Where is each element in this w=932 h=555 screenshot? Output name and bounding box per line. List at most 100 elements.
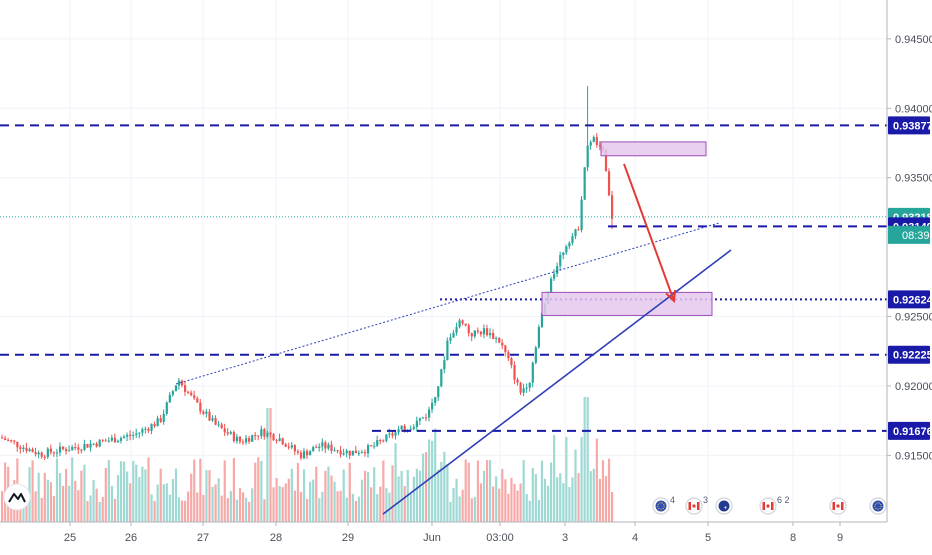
volume-bar: [415, 468, 418, 522]
candle-body: [534, 347, 537, 363]
volume-bar: [241, 492, 245, 522]
price-label-box: [888, 116, 930, 135]
volume-bar: [333, 481, 336, 522]
candle-body: [248, 438, 251, 442]
candle-body: [281, 438, 284, 445]
candle-body: [260, 429, 263, 437]
volume-bar: [452, 488, 455, 522]
volume-bar: [507, 493, 510, 522]
tradingview-logo[interactable]: [3, 483, 31, 511]
volume-bar: [223, 460, 226, 522]
countdown-label: 08:39: [902, 230, 930, 242]
volume-bar: [504, 479, 507, 522]
candle-body: [241, 441, 245, 443]
trend-line-support: [382, 249, 732, 515]
candle-body: [254, 435, 257, 437]
candle-body: [296, 451, 300, 453]
volume-bar: [232, 458, 235, 522]
candle-body: [171, 391, 174, 395]
volume-bar: [412, 476, 415, 522]
time-tick-label: 26: [125, 532, 137, 544]
candle-body: [345, 450, 348, 454]
time-axis[interactable]: 25 26 27 28 29 Jun 03:00 3 4 5 8 9: [0, 521, 932, 550]
candle-body: [458, 320, 461, 328]
candle-body: [86, 444, 89, 448]
volume-bar: [214, 484, 217, 522]
volume-bar: [62, 485, 65, 522]
event-icons[interactable]: 436 23: [652, 495, 892, 515]
candle-body: [418, 418, 422, 421]
candle-body: [580, 199, 583, 231]
volume-bar: [248, 501, 251, 522]
candle-body: [58, 446, 62, 453]
price-label: 0.93877: [893, 120, 932, 132]
candle-body: [153, 424, 156, 427]
candle-body: [126, 434, 129, 437]
candle-body: [306, 451, 309, 456]
volume-bar: [360, 479, 364, 522]
candle-body: [397, 429, 400, 433]
candle-body: [177, 380, 181, 386]
candle-body: [123, 436, 126, 439]
trend-line-dotted: [175, 222, 721, 385]
candle-body: [443, 360, 446, 370]
volume-bar: [180, 500, 184, 522]
volume-bar: [52, 496, 56, 522]
volume-bar: [318, 498, 321, 522]
candle-body: [257, 435, 260, 437]
event-icon-ca[interactable]: [829, 497, 847, 515]
price-label-box: [888, 290, 930, 309]
candle-body: [321, 442, 324, 447]
volume-bar: [525, 494, 528, 522]
volume-bar: [611, 492, 614, 522]
candle-body: [589, 142, 592, 146]
candle-body: [583, 167, 586, 200]
candle-body: [467, 325, 470, 334]
volume-bar: [37, 472, 40, 522]
volume-bar: [266, 408, 269, 522]
ca-flag-right: [697, 502, 700, 510]
candle-body: [498, 337, 501, 343]
volume-bar: [565, 437, 568, 522]
candle-body: [449, 337, 452, 341]
candle-body: [553, 273, 556, 279]
candle-body: [22, 447, 25, 449]
candle-body: [373, 445, 376, 447]
candle-body: [571, 236, 574, 244]
event-icon-ca[interactable]: 6 2: [759, 495, 790, 515]
candle-body: [138, 432, 141, 434]
candle-body: [504, 345, 507, 353]
volume-bar: [455, 478, 458, 522]
event-icon-eu[interactable]: 4: [652, 495, 675, 515]
candle-body: [98, 439, 101, 447]
candle-body: [388, 433, 391, 435]
event-icon-au[interactable]: [715, 497, 733, 515]
volume-bar: [55, 458, 59, 522]
time-tick-label: 29: [342, 532, 354, 544]
candle-body: [495, 337, 498, 340]
time-axis-bg: [0, 522, 932, 550]
candle-body: [190, 392, 193, 396]
candle-body: [89, 443, 92, 448]
candle-body: [272, 434, 275, 441]
volume-bar: [202, 494, 205, 522]
candle-body: [263, 429, 266, 437]
candle-body: [129, 434, 132, 436]
volume-bar: [150, 494, 153, 522]
candle-body: [339, 450, 342, 455]
candle-body: [528, 382, 531, 388]
candle-body: [101, 439, 104, 441]
candle-body: [159, 418, 162, 422]
candle-body: [184, 385, 187, 392]
volume-bar: [543, 478, 547, 522]
price-axis[interactable]: 0.94500 0.94000 0.93500 0.92500 0.92000 0.915…: [886, 0, 932, 550]
candle-body: [565, 246, 568, 253]
drawings: [0, 124, 887, 515]
volume-bar: [101, 497, 104, 522]
event-icon-ca[interactable]: 3: [685, 495, 708, 515]
candle-body: [476, 330, 479, 332]
candle-body: [62, 446, 65, 450]
candle-body: [104, 440, 107, 442]
volume-bar: [171, 479, 174, 522]
